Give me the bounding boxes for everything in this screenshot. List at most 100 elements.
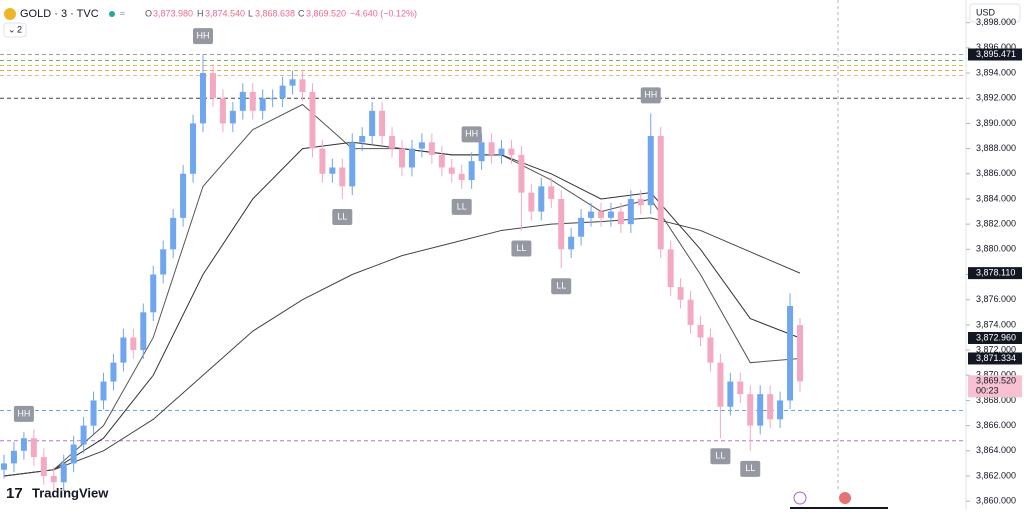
candle-body — [588, 211, 595, 218]
y-tick-label: 3,876.000 — [976, 294, 1016, 304]
candle-body — [438, 154, 445, 168]
y-tick-label: 3,874.000 — [976, 319, 1016, 329]
indicators-toggle[interactable] — [3, 22, 27, 38]
candle-body — [50, 476, 57, 483]
candle-body — [627, 198, 634, 225]
y-tick-label: 3,872.000 — [976, 344, 1016, 354]
candle-body — [140, 312, 147, 351]
candle-body — [488, 142, 495, 155]
currency-button[interactable] — [969, 3, 1021, 23]
candle-body — [478, 142, 485, 162]
pivot-label-box — [710, 448, 731, 465]
l-value: 3,868.638 — [255, 8, 295, 18]
candle-body — [518, 154, 525, 193]
candle-body — [239, 91, 246, 111]
candle-body — [717, 362, 724, 407]
indicators-chevron: ⌄ — [8, 24, 16, 34]
candle-body — [339, 167, 346, 187]
candle-body — [508, 148, 515, 155]
candle-body — [279, 85, 286, 99]
price-tag — [968, 48, 1022, 61]
candle-body — [757, 394, 764, 426]
y-tick-label: 3,862.000 — [976, 470, 1016, 480]
y-tick-label: 3,880.000 — [976, 244, 1016, 254]
candle-body — [667, 249, 674, 288]
candle-body — [568, 236, 575, 250]
indicators-count: 2 — [17, 24, 22, 34]
pivot-label-box — [332, 208, 353, 225]
price-tag-label: 3,895.471 — [976, 49, 1016, 59]
symbol-icon — [4, 8, 16, 20]
y-tick-label: 3,868.000 — [976, 395, 1016, 405]
price-tag-label: 3,872.960 — [976, 332, 1016, 342]
candle-body — [160, 249, 167, 275]
c-label: C — [298, 8, 305, 18]
candle-body — [448, 167, 455, 174]
flag-icon[interactable] — [839, 492, 851, 504]
candle-body — [249, 91, 256, 111]
candle-body — [408, 148, 415, 168]
price-tag — [968, 331, 1022, 344]
y-tick-label: 3,898.000 — [976, 17, 1016, 27]
pivot-label-box — [551, 278, 572, 295]
y-tick-label: 3,892.000 — [976, 93, 1016, 103]
candle-body — [180, 173, 187, 218]
y-tick-label: 3,886.000 — [976, 168, 1016, 178]
candle-body — [428, 142, 435, 155]
price-tag — [968, 352, 1022, 365]
candle-body — [558, 198, 565, 250]
brand: TradingView — [32, 485, 109, 500]
candle-body — [10, 450, 17, 464]
change: −4.640 (−0.12%) — [350, 8, 417, 18]
candle-body — [100, 381, 107, 401]
l-label: L — [248, 8, 253, 18]
candle-body — [170, 217, 177, 250]
event-icon[interactable] — [793, 491, 807, 505]
candle-body — [40, 457, 47, 476]
pivot-label: LL — [556, 281, 566, 291]
y-tick-label: 3,864.000 — [976, 445, 1016, 455]
candle-body — [399, 148, 405, 168]
price-tag-label: 3,871.334 — [976, 353, 1016, 363]
candle-body — [797, 325, 803, 382]
candle-body — [110, 362, 117, 382]
plot: 3,860.000 3,862.000 3,864.000 3,866.000 3,86… — [0, 17, 1022, 506]
candle-body — [707, 337, 714, 363]
y-tick-label: 3,888.000 — [976, 143, 1016, 153]
candle-body — [120, 337, 127, 363]
pivot-label-box — [740, 460, 761, 477]
o-value: 3,873.980 — [153, 8, 193, 18]
candle-body — [90, 400, 97, 426]
candle-body — [1, 463, 7, 470]
candle-body — [379, 110, 386, 136]
candle-body — [30, 438, 37, 458]
candle-body — [219, 98, 226, 124]
pivot-label: HH — [644, 90, 657, 100]
candle-body — [787, 306, 794, 401]
y-tick-label: 3,896.000 — [976, 42, 1016, 52]
candle-body — [418, 142, 425, 149]
candle-body — [130, 337, 137, 351]
pivot-label: LL — [745, 463, 755, 473]
candle-body — [458, 173, 465, 181]
pivot-label: LL — [457, 201, 467, 211]
pivot-label-box — [461, 126, 482, 143]
pivot-label: HH — [465, 129, 478, 139]
candle-body — [607, 211, 614, 218]
candle-body — [528, 192, 535, 212]
candle-body — [777, 400, 784, 420]
price-tag-countdown: 00:23 — [976, 386, 999, 396]
price-tag-label: 3,869.520 — [976, 376, 1016, 386]
pivot-label-box — [451, 198, 472, 215]
candle-body — [289, 79, 296, 86]
y-tick-label: 3,884.000 — [976, 193, 1016, 203]
candle-body — [647, 136, 654, 206]
pivot-label-box — [13, 405, 34, 422]
y-tick-label: 3,870.000 — [976, 370, 1016, 380]
candle-body — [229, 110, 236, 124]
candle-body — [578, 217, 585, 237]
candle-body — [209, 73, 216, 99]
candle-body — [80, 425, 87, 445]
candle-body — [637, 198, 644, 206]
